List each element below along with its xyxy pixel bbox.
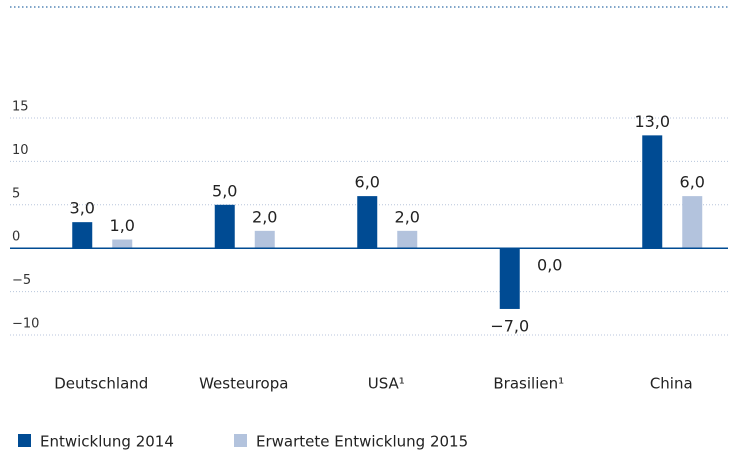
y-tick-label: 5 [12,186,20,201]
y-tick-label: −10 [12,317,39,332]
legend-label: Erwartete Entwicklung 2015 [256,433,468,451]
value-label: 5,0 [212,181,237,200]
x-tick-label: USA¹ [368,375,405,393]
value-label: 2,0 [252,207,277,226]
y-tick-label: 10 [12,143,29,158]
bar [357,196,378,249]
value-label: 6,0 [355,173,380,192]
value-label: 13,0 [634,112,670,131]
y-tick-label: 0 [12,230,20,245]
value-label: 1,0 [110,216,135,235]
bar [254,230,275,249]
value-label: 3,0 [70,199,95,218]
value-label: 2,0 [395,207,420,226]
x-tick-label: Deutschland [54,375,148,393]
value-label: 0,0 [537,256,562,275]
y-tick-label: −5 [12,273,31,288]
y-tick-label: 15 [12,100,29,115]
bar [214,204,235,249]
bar [112,239,133,249]
legend-swatch [18,434,31,447]
legend-swatch [234,434,247,447]
x-tick-label: Brasilien¹ [493,375,564,393]
x-tick-label: China [650,375,693,393]
bar [397,230,418,249]
value-label: 6,0 [680,173,705,192]
bar [72,222,93,249]
x-tick-label: Westeuropa [199,375,288,393]
bar [499,248,520,309]
bar [682,196,703,249]
value-label: −7,0 [490,316,529,335]
legend-label: Entwicklung 2014 [40,433,174,451]
bar [642,135,663,249]
